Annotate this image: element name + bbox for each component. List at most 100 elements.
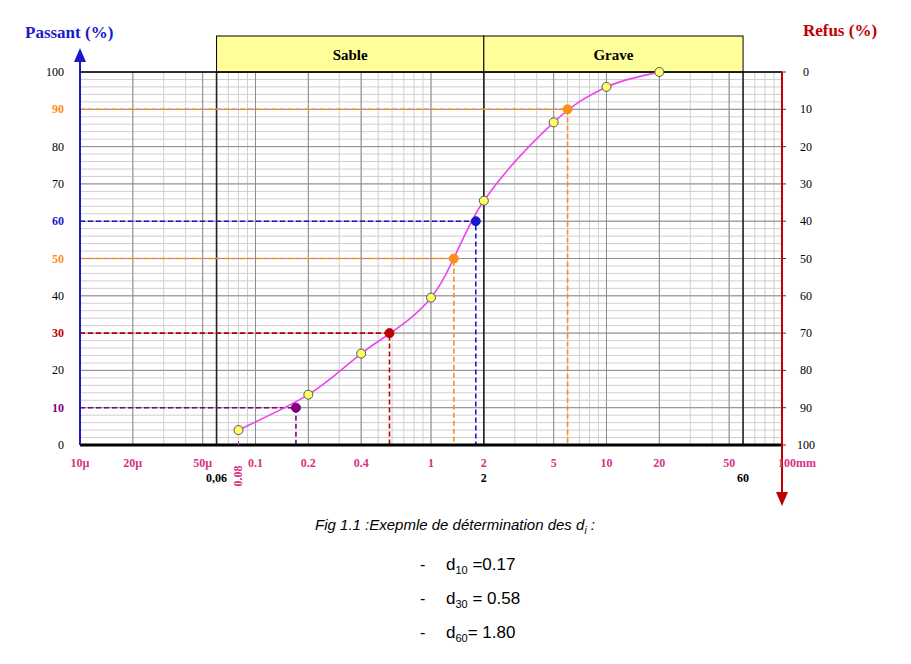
grid-line <box>606 72 607 445</box>
y2-tick-label: 90 <box>800 401 812 415</box>
y2-tick-label: 60 <box>800 289 812 303</box>
caption-value: =0.17 <box>468 555 516 574</box>
caption-title-text: Fig 1.1 :Exepmle de détermination des d <box>315 516 585 533</box>
x-tick-label: 10µ <box>71 456 90 470</box>
minor-grid-line <box>659 72 660 445</box>
grid-line <box>80 72 782 73</box>
caption-item: d30 = 0.58 <box>446 589 520 610</box>
x-tick-label: 20µ <box>123 456 142 470</box>
guide-line <box>80 109 568 445</box>
y2-axis <box>781 72 783 498</box>
grid-line <box>659 72 660 445</box>
x-tick-label: 100mm <box>778 456 816 470</box>
y2-tick-label: 100 <box>797 438 815 452</box>
data-point <box>357 349 366 358</box>
y-tick-label: 0 <box>58 438 64 452</box>
key-point <box>449 254 458 263</box>
data-point <box>655 68 664 77</box>
y-axis-arrow <box>74 48 86 62</box>
y-tick-label: 60 <box>52 214 64 228</box>
key-point <box>471 217 480 226</box>
data-point <box>602 82 611 91</box>
caption: Fig 1.1 :Exepmle de détermination des di… <box>315 516 595 644</box>
x-tick-label: 0.2 <box>301 456 316 470</box>
x-tick-label: 20 <box>653 456 665 470</box>
caption-sub: 30 <box>455 598 467 610</box>
zone-box <box>484 36 743 72</box>
guide-line <box>80 408 296 445</box>
y2-tick-label: 40 <box>800 214 812 228</box>
y2-tick-label: 80 <box>800 363 812 377</box>
minor-grid-line <box>743 72 744 445</box>
grid-line <box>80 445 782 446</box>
minor-grid-line <box>80 445 782 446</box>
caption-item: d60= 1.80 <box>446 623 515 644</box>
y2-tick-label: 10 <box>800 102 812 116</box>
y2-axis-title: Refus (%) <box>803 21 877 40</box>
data-point <box>549 118 558 127</box>
y2-tick <box>782 72 786 73</box>
class-limit-label: 60 <box>737 471 749 485</box>
background <box>0 0 911 664</box>
y-tick-label: 10 <box>52 401 64 415</box>
y2-tick <box>782 295 786 296</box>
caption-item: d10 =0.17 <box>446 555 515 576</box>
minor-grid-line <box>80 72 782 73</box>
caption-symbol: d <box>446 589 455 608</box>
key-point <box>291 403 300 412</box>
key-point-guides <box>80 109 568 445</box>
caption-bullet: - <box>420 624 425 641</box>
x-tick-label: 5 <box>551 456 557 470</box>
y2-tick <box>782 370 786 371</box>
minor-grid-line <box>483 72 484 445</box>
caption-title: Fig 1.1 :Exepmle de détermination des di… <box>315 516 595 536</box>
caption-bullet: - <box>420 590 425 607</box>
caption-value: = 0.58 <box>468 589 520 608</box>
x-tick-label: 2 <box>481 456 487 470</box>
y2-axis-arrow <box>776 492 788 506</box>
caption-symbol: d <box>446 623 455 642</box>
x-axis <box>80 444 782 447</box>
y2-tick <box>782 146 786 147</box>
x-tick-label: 10 <box>601 456 613 470</box>
y2-tick <box>782 407 786 408</box>
zones: SableGrave <box>217 36 744 72</box>
caption-bullet: - <box>420 556 425 573</box>
y2-tick <box>782 445 786 446</box>
sieve-label: 0.08 <box>231 466 245 487</box>
top-frame <box>80 71 782 73</box>
minor-grid-line <box>431 72 432 445</box>
sieve-tick <box>238 441 239 445</box>
x-tick-label: 50 <box>723 456 735 470</box>
class-limit-line <box>483 72 485 445</box>
series <box>234 68 664 435</box>
x-tick-label: 1 <box>428 456 434 470</box>
data-point <box>479 196 488 205</box>
class-limit-label: 2 <box>481 471 487 485</box>
y-tick-label: 50 <box>52 252 64 266</box>
grid-line <box>483 72 484 445</box>
y2-tick <box>782 333 786 334</box>
caption-sub: 10 <box>455 564 467 576</box>
key-point <box>385 329 394 338</box>
x-tick-label: 50µ <box>193 456 212 470</box>
y-tick-label: 30 <box>52 326 64 340</box>
data-point <box>427 293 436 302</box>
key-point <box>563 105 572 114</box>
x-tick-label: 0.4 <box>354 456 369 470</box>
y2-tick-label: 50 <box>800 252 812 266</box>
minor-grid-line <box>255 72 256 445</box>
y2-tick-label: 30 <box>800 177 812 191</box>
caption-title-after: : <box>587 516 595 533</box>
guide-line <box>80 333 389 445</box>
minor-grid-line <box>553 72 554 445</box>
y-tick-label: 80 <box>52 140 64 154</box>
caption-value: = 1.80 <box>468 623 516 642</box>
data-point <box>304 390 313 399</box>
y2-tick <box>782 183 786 184</box>
y-tick-label: 20 <box>52 363 64 377</box>
y2-tick <box>782 109 786 110</box>
y2-tick <box>782 221 786 222</box>
y2-tick-label: 20 <box>800 140 812 154</box>
minor-grid-line <box>606 72 607 445</box>
